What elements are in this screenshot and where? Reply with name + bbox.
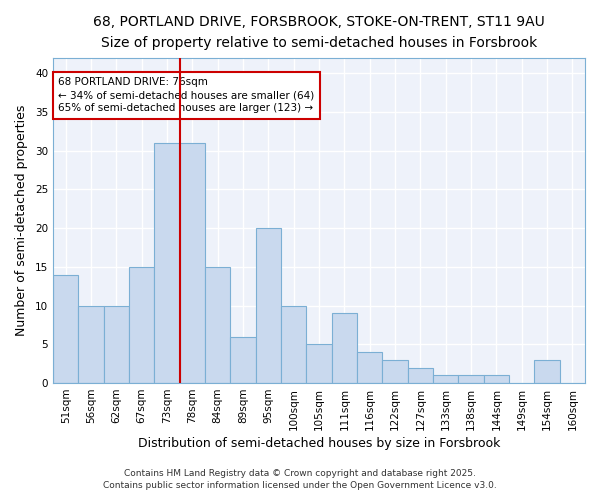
Bar <box>256 228 281 383</box>
Bar <box>205 267 230 383</box>
Bar <box>180 143 205 383</box>
Text: Contains HM Land Registry data © Crown copyright and database right 2025.
Contai: Contains HM Land Registry data © Crown c… <box>103 468 497 490</box>
Bar <box>407 368 433 383</box>
Bar <box>53 274 79 383</box>
Title: 68, PORTLAND DRIVE, FORSBROOK, STOKE-ON-TRENT, ST11 9AU
Size of property relativ: 68, PORTLAND DRIVE, FORSBROOK, STOKE-ON-… <box>93 15 545 50</box>
Bar <box>535 360 560 383</box>
Bar <box>104 306 129 383</box>
Bar <box>129 267 154 383</box>
Bar <box>230 336 256 383</box>
Bar <box>79 306 104 383</box>
Bar <box>433 376 458 383</box>
X-axis label: Distribution of semi-detached houses by size in Forsbrook: Distribution of semi-detached houses by … <box>138 437 500 450</box>
Bar <box>281 306 307 383</box>
Bar <box>484 376 509 383</box>
Text: 68 PORTLAND DRIVE: 76sqm
← 34% of semi-detached houses are smaller (64)
65% of s: 68 PORTLAND DRIVE: 76sqm ← 34% of semi-d… <box>58 77 314 114</box>
Bar <box>382 360 407 383</box>
Bar <box>332 314 357 383</box>
Y-axis label: Number of semi-detached properties: Number of semi-detached properties <box>15 104 28 336</box>
Bar <box>357 352 382 383</box>
Bar <box>154 143 180 383</box>
Bar <box>307 344 332 383</box>
Bar <box>458 376 484 383</box>
